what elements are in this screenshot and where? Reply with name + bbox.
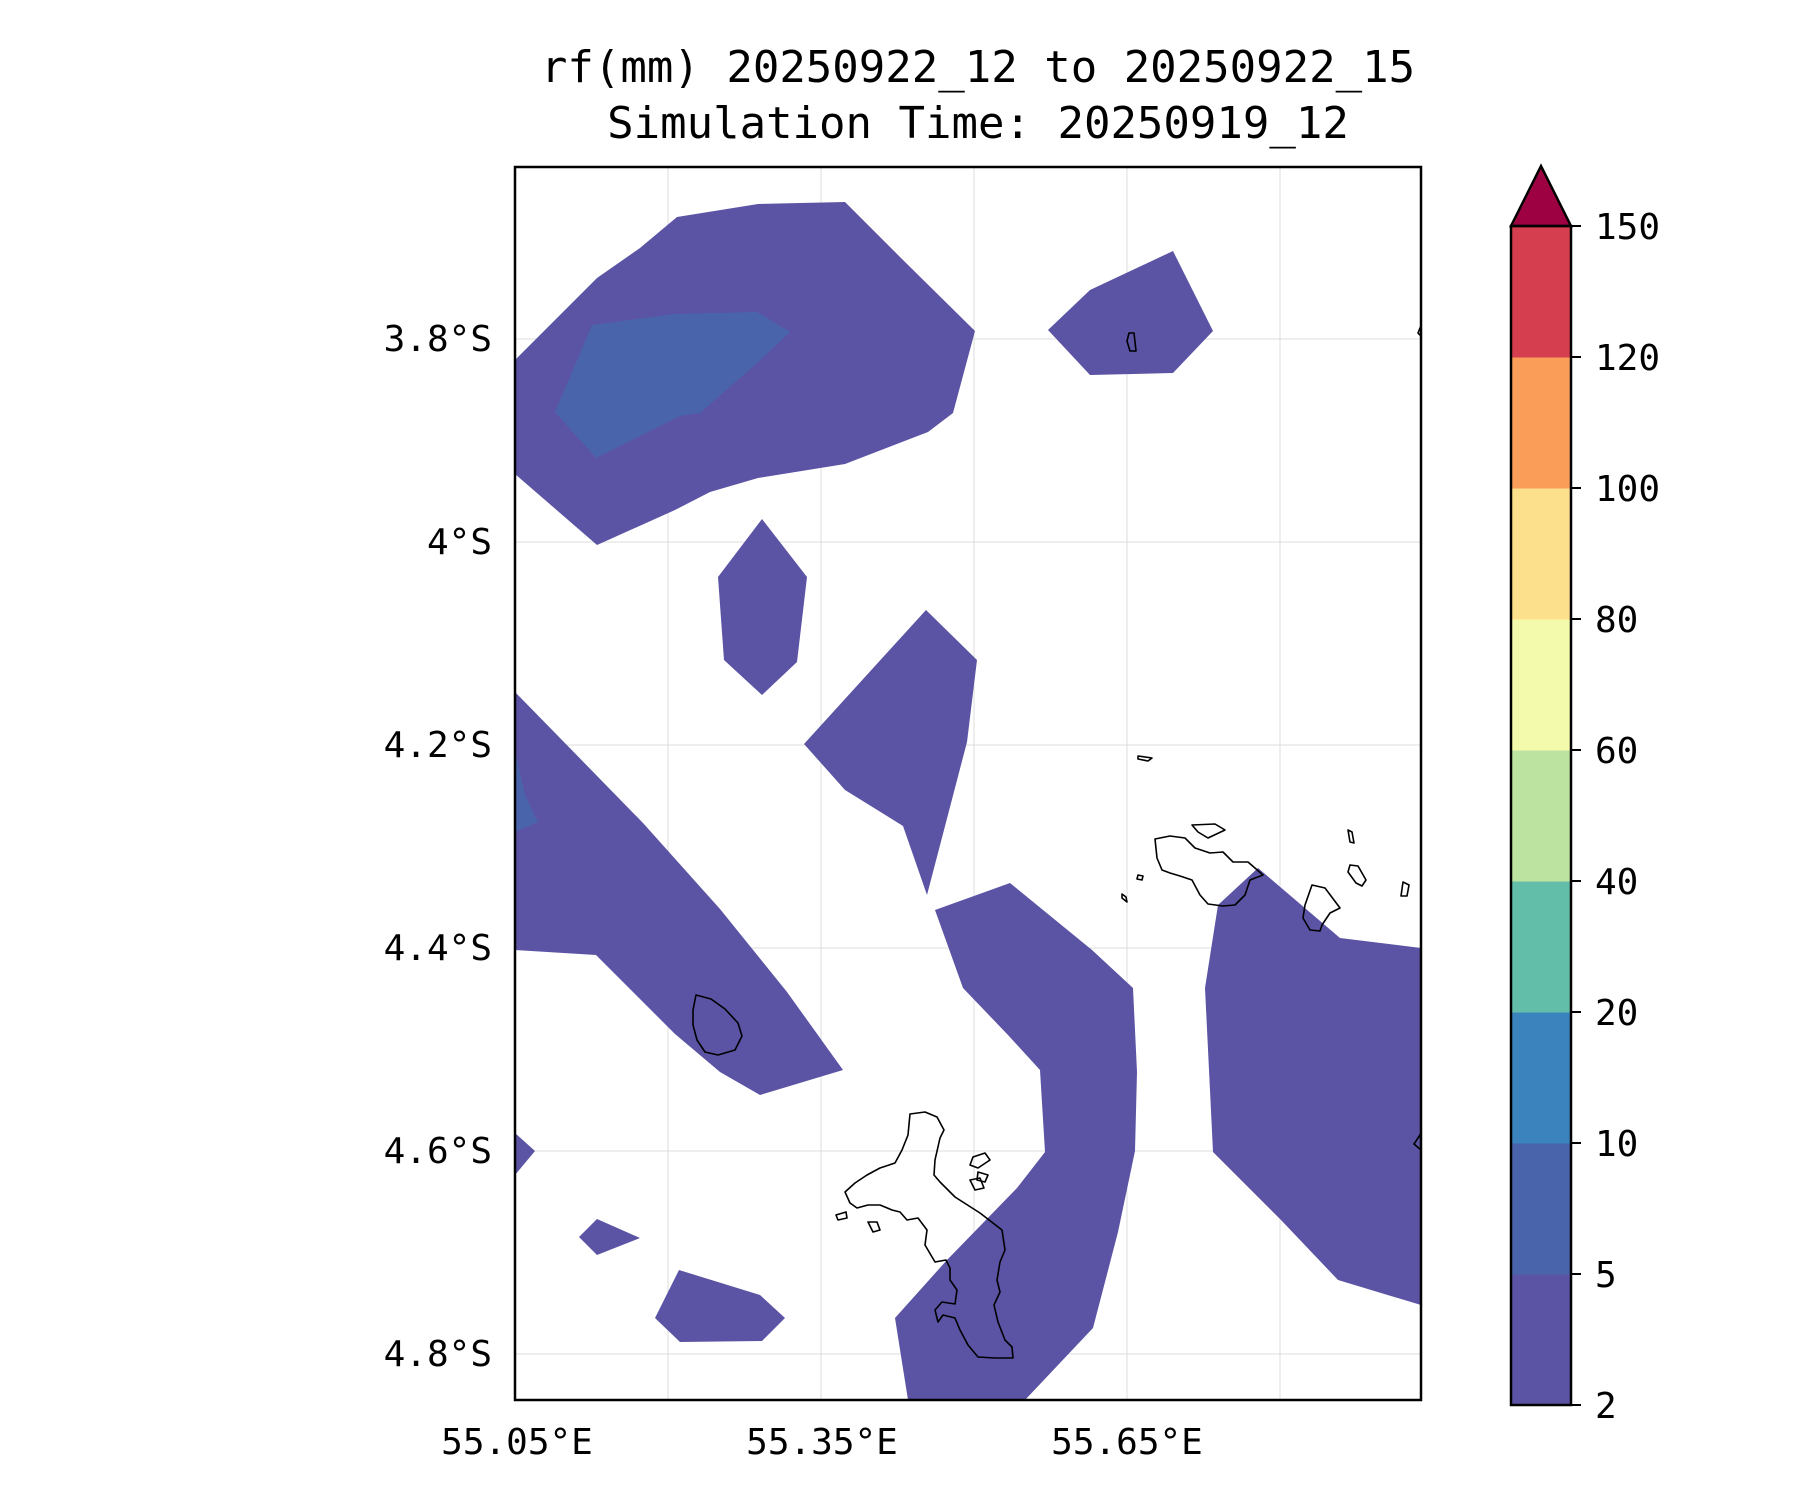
colorbar-tick-label: 80 (1595, 600, 1638, 641)
coastline-silhouette-island (692, 994, 743, 1056)
colorbar-tick-label: 150 (1595, 207, 1660, 248)
map-panel: 3.8°S 4°S 4.2°S 4.4°S 4.6°S 4.8°S 55.05°… (384, 165, 1423, 1463)
colorbar-segment (1511, 226, 1571, 358)
colorbar-segment (1511, 488, 1571, 620)
colorbar-tick-label: 5 (1595, 1255, 1617, 1296)
coastline-small-islet (976, 1171, 989, 1183)
rain-area-mid-west (718, 519, 807, 695)
colorbar-segment (1511, 1143, 1571, 1275)
rain-area-northwest-core (555, 312, 790, 458)
rain-area-southwest-small (579, 1219, 640, 1255)
rain-area-mid-center (804, 610, 977, 895)
coastline-small-islet (1347, 864, 1367, 887)
rain-area-east (1205, 868, 1421, 1305)
coastline-small-islet (1137, 755, 1153, 762)
lat-tick-label: 4.8°S (384, 1334, 492, 1375)
colorbar-extend-arrow (1508, 163, 1574, 228)
rain-area-south-central (895, 883, 1137, 1400)
colorbar-segment (1511, 619, 1571, 751)
colorbar-tick-label: 120 (1595, 338, 1660, 379)
coastline-small-islet (969, 1152, 991, 1169)
coastline-mahe-island (844, 1111, 1014, 1359)
map-title-line2: Simulation Time: 20250919_12 (607, 98, 1349, 149)
coastline-small-islet (1126, 332, 1137, 352)
coastline-small-islet (1191, 823, 1226, 839)
rain-area-west-diagonal (515, 692, 843, 1095)
lat-tick-labels: 3.8°S 4°S 4.2°S 4.4°S 4.6°S 4.8°S (384, 319, 492, 1375)
rain-area-west-diagonal-core (515, 750, 538, 832)
lon-tick-label: 55.65°E (1051, 1422, 1203, 1463)
lon-tick-label: 55.35°E (746, 1422, 898, 1463)
lon-tick-labels: 55.05°E 55.35°E 55.65°E (441, 1422, 1203, 1463)
colorbar-tick-label: 40 (1595, 862, 1638, 903)
coastline-la-digue-island (1302, 884, 1341, 932)
colorbar-segment (1511, 881, 1571, 1013)
lat-tick-label: 4.2°S (384, 725, 492, 766)
colorbar-segment (1511, 357, 1571, 489)
lat-tick-label: 4.4°S (384, 928, 492, 969)
lat-tick-label: 4°S (427, 522, 492, 563)
coastline-small-islet (1347, 829, 1355, 844)
rain-area-far-west-edge (515, 1133, 535, 1175)
coastline-small-islet (867, 1221, 881, 1233)
rain-area-north-center (1048, 251, 1213, 375)
rain-area-southwest (655, 1270, 785, 1342)
colorbar-tick-label: 20 (1595, 993, 1638, 1034)
colorbar-tick-label: 60 (1595, 731, 1638, 772)
coastline-small-islet (1400, 881, 1410, 897)
lat-tick-label: 3.8°S (384, 319, 492, 360)
map-frame (513, 165, 1423, 1402)
rainfall-contours (515, 202, 1421, 1400)
colorbar-tick-label: 2 (1595, 1386, 1617, 1427)
map-title-line1: rf(mm) 20250922_12 to 20250922_15 (541, 42, 1415, 93)
colorbar-tick-label: 100 (1595, 469, 1660, 510)
coastline-small-islet (835, 1211, 848, 1221)
colorbar: 2 5 10 20 40 60 80 100 120 150 (1508, 163, 1660, 1427)
coastline-small-islet (1121, 893, 1128, 903)
colorbar-segment (1511, 1012, 1571, 1144)
coastline-praslin-island (1154, 835, 1264, 907)
colorbar-segment (1511, 1274, 1571, 1406)
coastline-small-islet (1136, 874, 1144, 881)
colorbar-segment (1511, 750, 1571, 882)
lon-tick-label: 55.05°E (441, 1422, 593, 1463)
colorbar-tick-label: 10 (1595, 1124, 1638, 1165)
colorbar-frame (1509, 224, 1573, 1407)
lat-tick-label: 4.6°S (384, 1131, 492, 1172)
